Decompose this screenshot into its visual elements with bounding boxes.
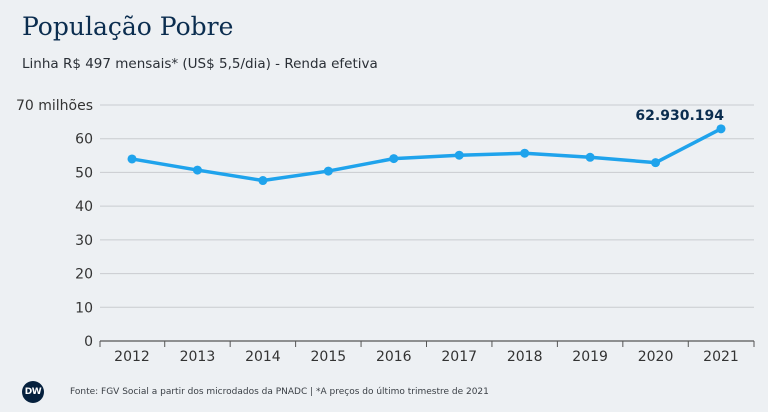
- data-point: [716, 124, 726, 134]
- data-point: [585, 152, 595, 162]
- data-point: [520, 148, 530, 158]
- x-tick-label: 2016: [376, 349, 412, 365]
- line-chart: 0 10 20 30 40 50 60 70 milhões 2012 2013 2014 2015 2…: [16, 98, 755, 365]
- x-tick-label: 2012: [114, 349, 150, 365]
- y-tick-label: 30: [75, 233, 93, 249]
- y-tick-label: 70 milhões: [16, 98, 93, 114]
- chart-title: População Pobre: [22, 12, 234, 41]
- x-tick-label: 2019: [572, 349, 608, 365]
- data-point: [323, 166, 333, 176]
- data-point: [651, 158, 661, 168]
- data-point: [127, 154, 137, 164]
- data-point: [258, 176, 268, 186]
- y-tick-label: 0: [84, 334, 93, 350]
- source-note: Fonte: FGV Social a partir dos microdado…: [70, 387, 489, 397]
- y-tick-label: 10: [75, 300, 93, 316]
- x-tick-label: 2017: [441, 349, 477, 365]
- x-tick-label: 2018: [507, 349, 543, 365]
- y-tick-label: 40: [75, 199, 93, 215]
- x-tick-label: 2021: [703, 349, 739, 365]
- data-point: [454, 150, 464, 160]
- data-point: [389, 154, 399, 164]
- y-tick-label: 50: [75, 165, 93, 181]
- data-label: 62.930.194: [635, 108, 724, 124]
- series-line: [130, 127, 723, 183]
- data-point: [192, 165, 202, 175]
- footer: DW Fonte: FGV Social a partir dos microd…: [22, 380, 489, 404]
- x-tick-label: 2013: [180, 349, 216, 365]
- y-tick-label: 20: [75, 267, 93, 283]
- y-tick-label: 60: [75, 132, 93, 148]
- chart-subtitle: Linha R$ 497 mensais* (US$ 5,5/dia) - Re…: [22, 56, 378, 72]
- x-tick-label: 2015: [311, 349, 347, 365]
- x-tick-label: 2014: [245, 349, 281, 365]
- dw-logo-icon: DW: [22, 381, 44, 403]
- x-tick-label: 2020: [638, 349, 674, 365]
